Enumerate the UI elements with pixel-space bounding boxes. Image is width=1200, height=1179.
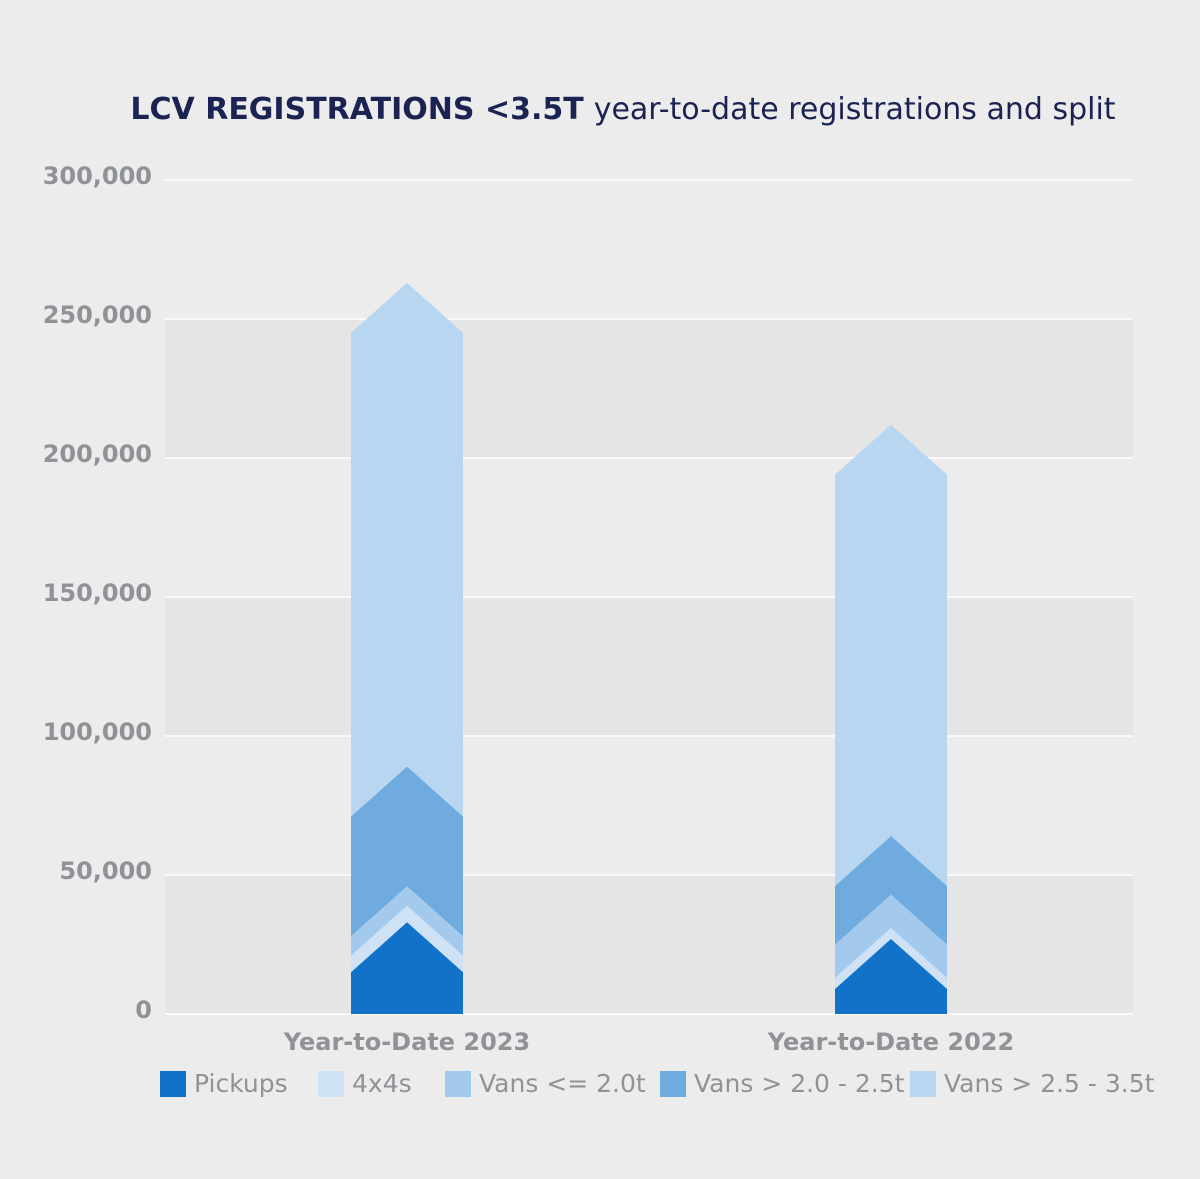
x-tick-label: Year-to-Date 2023	[283, 1028, 530, 1056]
chart-title-rest: year-to-date registrations and split	[594, 92, 1116, 127]
legend-label: Vans > 2.0 - 2.5t	[694, 1069, 905, 1098]
legend-swatch	[318, 1071, 344, 1097]
y-tick-label: 300,000	[43, 162, 152, 190]
legend-swatch	[660, 1071, 686, 1097]
legend: Pickups 4x4s Vans <= 2.0t Vans > 2.0 - 2.5t…	[160, 1069, 1155, 1098]
chart-title: LCV REGISTRATIONS <3.5T year-to-date regi…	[130, 92, 1115, 127]
legend-swatch	[910, 1071, 936, 1097]
grid-band	[165, 875, 1133, 1014]
bars	[351, 282, 947, 1014]
x-axis-ticks: Year-to-Date 2023 Year-to-Date 2022	[283, 1028, 1014, 1056]
y-tick-label: 100,000	[43, 718, 152, 746]
legend-label: Vans <= 2.0t	[479, 1069, 646, 1098]
chart-title-bold: LCV REGISTRATIONS <3.5T	[130, 92, 584, 127]
y-tick-label: 200,000	[43, 440, 152, 468]
legend-label: 4x4s	[352, 1069, 412, 1098]
y-tick-label: 50,000	[59, 857, 152, 885]
y-axis-ticks: 0 50,000 100,000 150,000 200,000 250,000 300,0…	[43, 162, 152, 1024]
bar-segment-a-0	[351, 922, 463, 1014]
y-tick-label: 0	[135, 996, 152, 1024]
grid-band	[165, 597, 1133, 736]
x-tick-label: Year-to-Date 2022	[767, 1028, 1014, 1056]
legend-label: Pickups	[194, 1069, 288, 1098]
legend-swatch	[160, 1071, 186, 1097]
grid-lines	[165, 179, 1133, 1015]
y-tick-label: 150,000	[43, 579, 152, 607]
legend-label: Vans > 2.5 - 3.5t	[944, 1069, 1155, 1098]
legend-swatch	[445, 1071, 471, 1097]
grid-band	[165, 319, 1133, 458]
grid-bands	[165, 319, 1133, 1014]
y-tick-label: 250,000	[43, 301, 152, 329]
bar-segment-b-0	[835, 938, 947, 1014]
